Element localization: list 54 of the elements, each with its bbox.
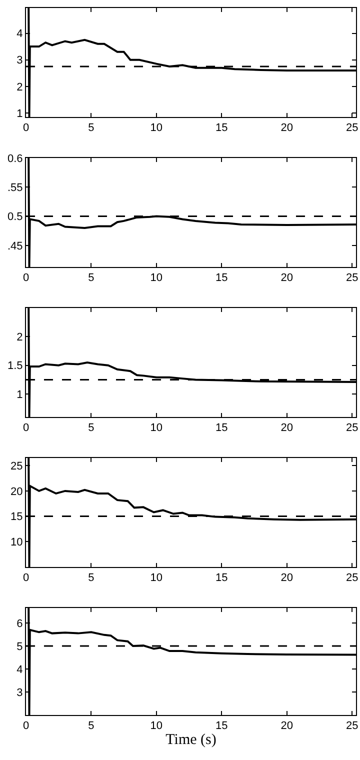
x-tick-label: 25 xyxy=(346,422,358,434)
x-tick-label: 0 xyxy=(22,422,30,434)
y-tick-label: 0.6 xyxy=(8,152,23,165)
x-tick-label: 10 xyxy=(150,720,163,732)
y-tick-label: 15 xyxy=(10,511,23,524)
x-tick-label: 10 xyxy=(150,422,163,434)
y-tick-label: 1 xyxy=(16,108,23,120)
x-tick-label: 0 xyxy=(22,572,30,584)
y-tick-label: .45 xyxy=(8,240,23,252)
y-tick-label: 3 xyxy=(16,54,23,67)
y-tick-label: 1 xyxy=(16,388,23,401)
x-tick-label: 0 xyxy=(22,272,30,284)
x-tick-label: 15 xyxy=(216,422,228,434)
y-tick-label: 0.5 xyxy=(8,211,23,224)
y-tick-label: 25 xyxy=(10,460,23,472)
line-series xyxy=(28,608,356,715)
y-tick-label: 3 xyxy=(16,686,23,699)
y-tick-label: .55 xyxy=(8,182,23,194)
y-tick-label: 4 xyxy=(16,664,23,676)
x-tick-label: 20 xyxy=(280,572,293,584)
x-tick-label: 20 xyxy=(280,272,293,284)
x-tick-label: 10 xyxy=(150,572,163,584)
y-tick-label: 2 xyxy=(16,81,23,94)
x-tick-label: 15 xyxy=(216,572,228,584)
y-tick-label: 1.5 xyxy=(8,360,23,372)
line-series xyxy=(28,458,356,567)
x-tick-label: 15 xyxy=(216,272,228,284)
x-tick-label: 10 xyxy=(150,122,163,134)
y-tick-label: 4 xyxy=(16,28,23,40)
x-tick-label: 5 xyxy=(88,422,94,434)
x-tick-label: 25 xyxy=(346,572,358,584)
x-tick-label: 5 xyxy=(88,572,94,584)
x-tick-label: 20 xyxy=(280,422,293,434)
y-tick-label: 20 xyxy=(10,486,23,498)
x-tick-label: 0 xyxy=(22,122,30,134)
x-tick-label: 20 xyxy=(280,720,293,732)
y-tick-label: 6 xyxy=(16,618,23,630)
x-tick-label: 25 xyxy=(346,122,358,134)
x-axis-title: Time (s) xyxy=(166,732,216,748)
x-tick-label: 5 xyxy=(88,272,94,284)
x-tick-label: 5 xyxy=(88,720,94,732)
line-series xyxy=(28,158,356,267)
y-tick-label: 10 xyxy=(10,536,23,548)
x-tick-label: 15 xyxy=(216,122,228,134)
y-tick-label: 2 xyxy=(16,332,23,344)
x-tick-label: 20 xyxy=(280,122,293,134)
x-tick-label: 25 xyxy=(346,720,358,732)
line-series xyxy=(28,8,356,117)
x-tick-label: 15 xyxy=(216,720,228,732)
y-tick-label: 5 xyxy=(16,640,23,653)
x-tick-label: 10 xyxy=(150,272,163,284)
x-tick-label: 0 xyxy=(22,720,30,732)
x-tick-label: 25 xyxy=(346,272,358,284)
x-tick-label: 5 xyxy=(88,122,94,134)
